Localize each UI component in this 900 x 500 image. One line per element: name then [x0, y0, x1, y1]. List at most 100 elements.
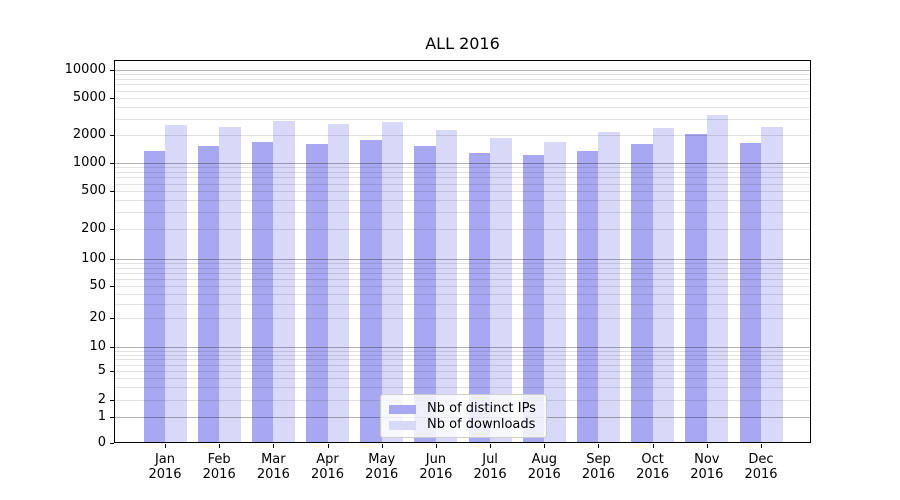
bar-oct-downloads	[652, 127, 675, 443]
gridline-8	[114, 354, 811, 356]
x-tick-month: Oct	[641, 452, 664, 467]
y-tick-label-20: 20	[89, 310, 106, 325]
legend-swatch-distinct-ips	[389, 404, 416, 414]
y-tick-mark-200	[110, 229, 114, 230]
y-tick-mark-10000	[110, 70, 114, 71]
legend-row-distinct-ips: Nb of distinct IPs	[389, 401, 537, 417]
gridline-80	[114, 267, 811, 269]
x-tick-month: Aug	[531, 452, 557, 467]
gridline-10000	[114, 70, 811, 71]
gridline-700	[114, 177, 811, 179]
x-tick-label-nov: Nov 2016	[677, 452, 737, 482]
y-tick-label-200: 200	[81, 221, 106, 236]
y-tick-label-2: 2	[97, 392, 106, 407]
x-tick-label-feb: Feb 2016	[189, 452, 249, 482]
x-tick-label-aug: Aug 2016	[514, 452, 574, 482]
x-tick-month: Nov	[694, 452, 720, 467]
gridline-1000	[114, 163, 811, 164]
gridline-40	[114, 293, 811, 295]
y-tick-mark-5	[110, 371, 114, 372]
bar-may-distinct-ips	[360, 140, 382, 443]
y-tick-mark-1	[110, 417, 114, 418]
gridline-200	[114, 229, 811, 230]
x-tick-month: Jan	[154, 452, 176, 467]
x-tick-month: May	[368, 452, 396, 467]
bar-dec-distinct-ips	[739, 143, 761, 443]
bar-sep-downloads	[598, 131, 620, 443]
gridline-100	[114, 259, 811, 260]
y-tick-mark-100	[110, 259, 114, 260]
bar-jun-downloads	[435, 129, 458, 443]
x-tick-mark-jan	[165, 444, 166, 448]
gridline-70	[114, 272, 811, 274]
x-tick-year: 2016	[419, 467, 453, 482]
legend-row-downloads: Nb of downloads	[389, 417, 537, 433]
y-tick-mark-50	[110, 286, 114, 287]
gridline-9	[114, 350, 811, 352]
x-tick-year: 2016	[256, 467, 290, 482]
x-tick-label-jun: Jun 2016	[406, 452, 466, 482]
y-tick-mark-2000	[110, 135, 114, 136]
y-tick-label-0: 0	[97, 435, 106, 450]
gridline-7	[114, 359, 811, 361]
bar-nov-distinct-ips	[685, 134, 707, 443]
bar-apr-distinct-ips	[306, 144, 328, 443]
x-tick-year: 2016	[581, 467, 615, 482]
gridline-20	[114, 318, 811, 319]
x-tick-year: 2016	[473, 467, 507, 482]
legend-swatch-downloads	[389, 420, 416, 430]
x-tick-label-jan: Jan 2016	[135, 452, 195, 482]
x-tick-year: 2016	[744, 467, 778, 482]
gridline-6	[114, 364, 811, 366]
y-tick-mark-0	[110, 443, 114, 444]
gridline-2000	[114, 135, 811, 136]
x-tick-mark-apr	[327, 444, 329, 448]
bar-jul-distinct-ips	[468, 153, 491, 443]
x-tick-label-oct: Oct 2016	[623, 452, 683, 482]
x-tick-month: Dec	[748, 452, 774, 467]
y-tick-label-5: 5	[97, 363, 106, 378]
x-tick-label-may: May 2016	[352, 452, 412, 482]
gridline-900	[114, 167, 811, 169]
gridline-4	[114, 378, 811, 380]
gridline-5	[114, 371, 811, 372]
gridline-5000	[114, 98, 811, 99]
gridline-6000	[114, 90, 811, 92]
x-tick-year: 2016	[365, 467, 399, 482]
x-tick-label-apr: Apr 2016	[298, 452, 358, 482]
bar-nov-downloads	[706, 114, 729, 443]
bar-sep-distinct-ips	[576, 150, 599, 443]
gridline-500	[114, 191, 811, 192]
y-tick-mark-10	[110, 347, 114, 348]
y-tick-label-50: 50	[89, 278, 106, 293]
chart-title: ALL 2016	[425, 34, 500, 53]
y-tick-mark-500	[110, 191, 114, 192]
gridline-3000	[114, 118, 811, 120]
bar-apr-downloads	[327, 123, 350, 443]
legend-label-downloads: Nb of downloads	[427, 417, 536, 432]
x-tick-month: Jun	[425, 452, 447, 467]
bar-jan-downloads	[165, 125, 187, 443]
x-tick-mark-dec	[761, 444, 762, 448]
gridline-10	[114, 347, 811, 348]
x-tick-year: 2016	[148, 467, 182, 482]
x-tick-month: Mar	[261, 452, 286, 467]
gridline-600	[114, 183, 811, 185]
x-tick-mark-mar	[273, 444, 275, 448]
x-tick-year: 2016	[202, 467, 236, 482]
y-tick-label-2000: 2000	[72, 127, 106, 142]
x-tick-mark-may	[381, 444, 383, 448]
bar-jan-distinct-ips	[143, 151, 165, 443]
x-tick-year: 2016	[690, 467, 724, 482]
y-tick-label-10000: 10000	[64, 62, 106, 77]
gridline-3	[114, 387, 811, 389]
bar-may-downloads	[381, 122, 404, 443]
bar-feb-downloads	[219, 127, 241, 443]
x-tick-mark-aug	[544, 444, 546, 448]
bar-aug-distinct-ips	[522, 154, 545, 443]
x-tick-year: 2016	[636, 467, 670, 482]
y-tick-mark-2	[110, 400, 114, 401]
gridline-50	[114, 286, 811, 287]
y-tick-mark-20	[110, 318, 114, 319]
